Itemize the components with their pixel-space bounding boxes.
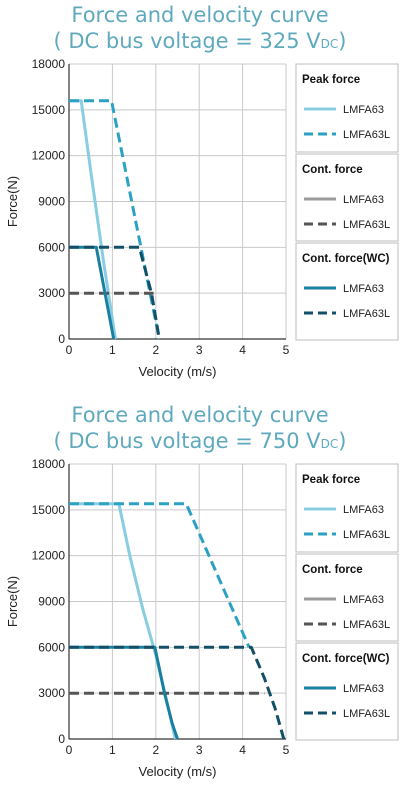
x-tick-label: 1 (109, 743, 116, 757)
y-tick-label: 3000 (38, 286, 65, 300)
y-axis-label: Force(N) (5, 576, 20, 627)
x-tick-label: 1 (109, 343, 116, 357)
legend-item-label: LMFA63 (343, 104, 384, 116)
chart-subtitle: ( DC bus voltage = 750 VDC) (0, 430, 400, 456)
series-line-cont-force-wc--lmfa63l (69, 645, 286, 740)
legend-group-title: Peak force (302, 74, 360, 86)
legend-item-label: LMFA63 (343, 283, 384, 295)
x-tick-label: 0 (66, 343, 73, 357)
y-axis-label: Force(N) (5, 176, 20, 227)
y-tick-label: 3000 (38, 686, 65, 700)
y-tick-label: 0 (58, 732, 65, 746)
chart-subtitle-suffix: ) (338, 29, 347, 53)
chart-title-main: Force and velocity curve (71, 403, 329, 427)
chart-subtitle-prefix: ( DC bus voltage = 325 V (53, 29, 321, 53)
chart-title-main: Force and velocity curve (71, 3, 329, 27)
x-tick-label: 5 (283, 343, 290, 357)
y-tick-label: 12000 (32, 549, 66, 563)
y-tick-label: 18000 (32, 457, 66, 471)
y-tick-label: 15000 (32, 503, 66, 517)
legend-item-label: LMFA63L (343, 129, 390, 141)
x-tick-label: 2 (152, 343, 159, 357)
legend-group-title: Cont. force(WC) (302, 253, 390, 265)
x-tick-label: 3 (196, 343, 203, 357)
chart-subtitle-unit: DC (320, 37, 339, 51)
x-tick-label: 4 (239, 343, 246, 357)
series-line-peak-force-lmfa63l (69, 99, 161, 340)
legend-item-label: LMFA63 (343, 683, 384, 695)
chart-title: Force and velocity curve (0, 404, 400, 427)
legend-item-label: LMFA63L (343, 708, 390, 720)
series-line-cont-force-wc--lmfa63l (69, 245, 161, 340)
force-velocity-plot-325v: 0 1 2 3 4 5 0 3000 6000 9000 12000 15000 18000 Veloci… (5, 57, 399, 379)
legend-item-label: LMFA63L (343, 529, 390, 541)
chart-top: Force and velocity curve ( DC bus voltag… (0, 4, 400, 379)
legend-group-title: Cont. force (302, 164, 363, 176)
y-tick-label: 6000 (38, 240, 65, 254)
y-tick-label: 0 (58, 332, 65, 346)
series-line-cont-force-wc--lmfa63 (69, 645, 179, 740)
chart-subtitle-suffix: ) (338, 429, 347, 453)
chart-bottom: Force and velocity curve ( DC bus voltag… (0, 400, 400, 800)
y-tick-label: 18000 (32, 57, 66, 71)
legend-item-label: LMFA63L (343, 308, 390, 320)
y-tick-label: 12000 (32, 149, 66, 163)
legend-item-label: LMFA63L (343, 619, 390, 631)
legend-item-label: LMFA63L (343, 219, 390, 231)
y-tick-label: 15000 (32, 103, 66, 117)
legend-item-label: LMFA63 (343, 504, 384, 516)
chart-subtitle: ( DC bus voltage = 325 VDC) (0, 30, 400, 56)
x-tick-label: 0 (66, 743, 73, 757)
x-axis-label: Velocity (m/s) (138, 364, 216, 379)
legend-group-title: Cont. force(WC) (302, 653, 390, 665)
legend-item-label: LMFA63 (343, 194, 384, 206)
legend-box (295, 242, 399, 341)
chart-subtitle-prefix: ( DC bus voltage = 750 V (53, 429, 321, 453)
x-tick-label: 5 (283, 743, 290, 757)
legend-box (295, 642, 399, 741)
x-tick-label: 3 (196, 743, 203, 757)
chart-title: Force and velocity curve (0, 4, 400, 27)
y-tick-label: 6000 (38, 640, 65, 654)
legend-item-label: LMFA63 (343, 594, 384, 606)
y-tick-label: 9000 (38, 595, 65, 609)
force-velocity-plot-750v: 0 1 2 3 4 5 0 3000 6000 9000 12000 15000 18000 Veloci… (5, 457, 399, 779)
y-tick-label: 9000 (38, 195, 65, 209)
x-tick-label: 4 (239, 743, 246, 757)
legend-group-title: Peak force (302, 474, 360, 486)
series-line-cont-force-wc--lmfa63 (69, 245, 116, 340)
series-line-peak-force-lmfa63 (69, 502, 177, 740)
series-line-peak-force-lmfa63l (69, 502, 251, 648)
legend-group-title: Cont. force (302, 564, 363, 576)
series-line-peak-force-lmfa63 (69, 99, 117, 340)
x-tick-label: 2 (152, 743, 159, 757)
x-axis-label: Velocity (m/s) (138, 764, 216, 779)
chart-subtitle-unit: DC (320, 437, 339, 451)
